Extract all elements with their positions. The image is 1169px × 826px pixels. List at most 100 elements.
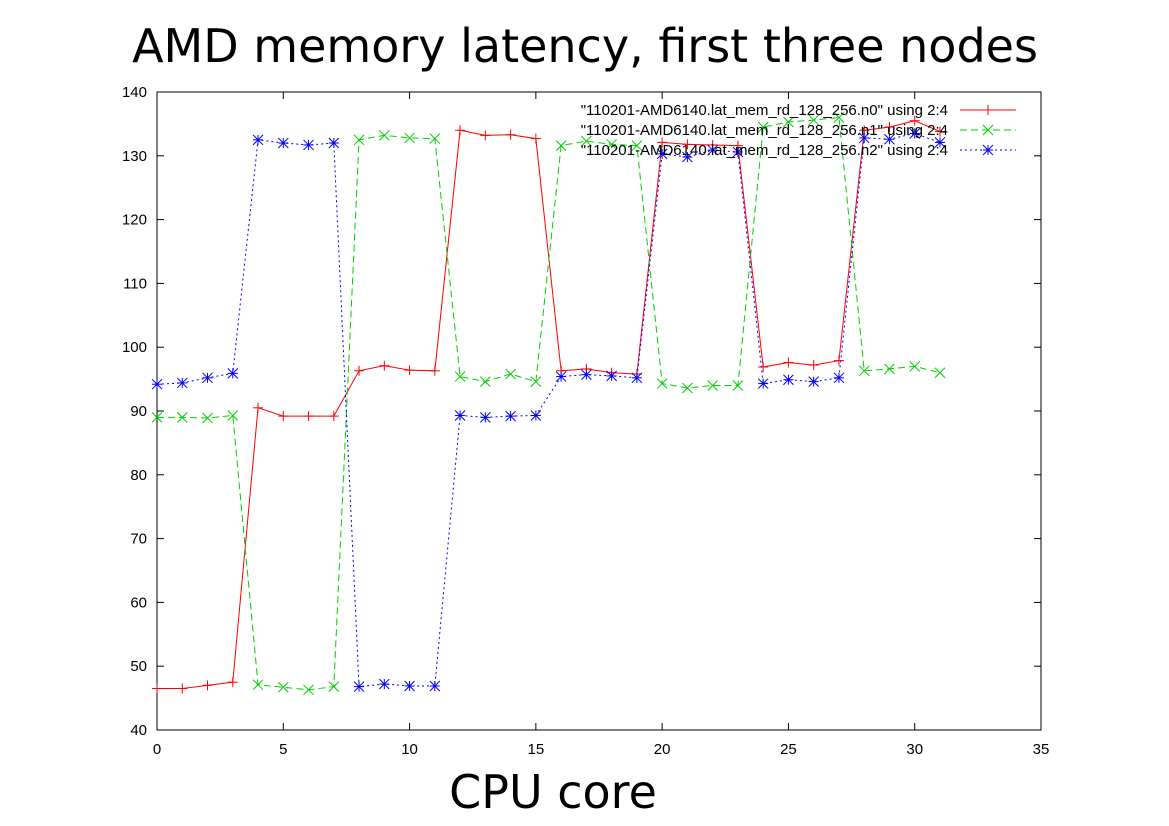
series-1-point [530, 376, 542, 388]
series-1-point [555, 140, 567, 151]
series-2-point [581, 369, 592, 380]
y-tick-label: 90 [130, 403, 147, 420]
series-2-point [707, 144, 719, 156]
series-1-point [404, 132, 415, 144]
legend: "110201-AMD6140.lat_mem_rd_128_256.n0" u… [581, 102, 1016, 159]
series-layer [151, 112, 946, 696]
series-1-point [328, 681, 340, 692]
series-2-point [833, 372, 845, 384]
series-2-line [156, 132, 941, 688]
y-tick-label: 100 [122, 339, 147, 356]
series-2-point [454, 410, 466, 421]
series-1-point [833, 112, 845, 123]
series-2-point [606, 370, 617, 382]
series-1-point [353, 134, 365, 146]
series-1-point [783, 116, 794, 128]
legend-label-1: "110201-AMD6140.lat_mem_rd_128_256.n1" u… [581, 122, 948, 139]
series-0-point [177, 683, 188, 694]
series-0-point [303, 411, 314, 422]
series-0-point [278, 411, 289, 422]
x-tick-label: 0 [153, 741, 161, 758]
series-2-point [429, 680, 441, 692]
series-1-point [429, 133, 441, 144]
series-2-point [404, 680, 415, 692]
series-1-point [656, 378, 668, 389]
y-tick-label: 50 [130, 658, 147, 675]
series-1-point [606, 138, 617, 150]
series-1-point [303, 684, 314, 696]
series-0-point [884, 122, 895, 133]
series-2-point [884, 133, 895, 145]
series-2-point [732, 146, 744, 158]
series-2 [151, 128, 946, 692]
series-2-point [328, 137, 340, 149]
x-axis-label: CPU core [449, 765, 657, 819]
series-1-point [757, 121, 769, 133]
series-0-point [530, 133, 541, 144]
x-tick-label: 20 [654, 741, 671, 758]
series-1-point [252, 679, 264, 691]
series-1-point [454, 371, 466, 382]
series-1-point [682, 382, 693, 394]
series-2-point [783, 374, 794, 386]
series-1-point [277, 681, 289, 693]
series-0-point [480, 130, 491, 141]
series-2-point [479, 412, 491, 423]
series-2-point [227, 368, 239, 379]
series-2-point [378, 678, 390, 690]
plot-frame [156, 91, 1042, 731]
x-tick-label: 10 [401, 741, 418, 758]
series-1 [151, 112, 946, 696]
series-0-point [328, 411, 339, 422]
x-tick-label: 30 [906, 741, 923, 758]
legend-marker-1 [982, 124, 994, 136]
x-tick-label: 25 [780, 741, 797, 758]
series-0-line [157, 120, 941, 690]
series-0-point [758, 361, 769, 372]
series-0-point [404, 365, 415, 376]
legend-marker-2 [982, 144, 994, 156]
y-tick-label: 80 [130, 467, 147, 484]
series-2-point [757, 378, 769, 389]
series-0-point [429, 365, 440, 376]
y-tick-label: 110 [123, 275, 147, 292]
series-0-point [783, 357, 794, 368]
axes: 40 50 60 70 80 90 100 110 120 130 140 0 5 10 15 20 25 30 3… [122, 84, 1049, 758]
series-2-point [252, 134, 264, 146]
y-tick-label: 140 [122, 84, 147, 101]
chart-title: AMD memory latency, first three nodes [132, 19, 1038, 73]
series-1-point [581, 135, 592, 147]
series-1-point [884, 363, 895, 375]
series-2-point [631, 372, 643, 384]
series-1-line [157, 116, 941, 691]
x-tick-label: 15 [528, 741, 545, 758]
series-0-point [657, 137, 668, 148]
series-0 [152, 115, 945, 694]
series-2-point [151, 378, 163, 390]
series-0-point [253, 402, 264, 413]
series-1-point [479, 376, 491, 388]
series-0-point [808, 360, 819, 371]
series-2-point [934, 137, 946, 148]
series-2-point [277, 137, 289, 149]
series-1-point [505, 368, 516, 380]
series-0-point [934, 126, 945, 137]
series-0-point [833, 355, 844, 366]
series-1-point [732, 380, 744, 391]
series-2-point [176, 377, 188, 389]
series-0-point [227, 677, 238, 688]
series-2-point [858, 132, 870, 144]
series-2-point [656, 148, 668, 160]
series-1-point [378, 130, 390, 141]
series-1-point [227, 410, 239, 421]
series-2-point [909, 128, 921, 139]
series-2-point [353, 681, 365, 692]
y-tick-label: 40 [130, 722, 147, 739]
series-0-point [682, 139, 693, 150]
series-1-point [151, 412, 163, 423]
y-tick-label: 60 [130, 594, 147, 611]
series-2-point [555, 371, 567, 382]
series-1-point [631, 140, 643, 151]
y-tick-label: 70 [130, 531, 147, 548]
x-tick-label: 35 [1033, 741, 1050, 758]
